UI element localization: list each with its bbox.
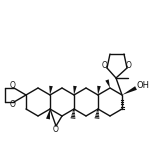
Text: O: O (126, 61, 132, 70)
Polygon shape (122, 86, 137, 95)
Polygon shape (49, 86, 53, 95)
Text: O: O (53, 126, 59, 135)
Polygon shape (46, 109, 50, 119)
Polygon shape (97, 86, 101, 95)
Polygon shape (105, 79, 110, 88)
Text: OH: OH (136, 82, 150, 91)
Text: O: O (102, 61, 108, 70)
Polygon shape (73, 86, 77, 95)
Text: O: O (10, 81, 16, 90)
Text: O: O (10, 100, 16, 109)
